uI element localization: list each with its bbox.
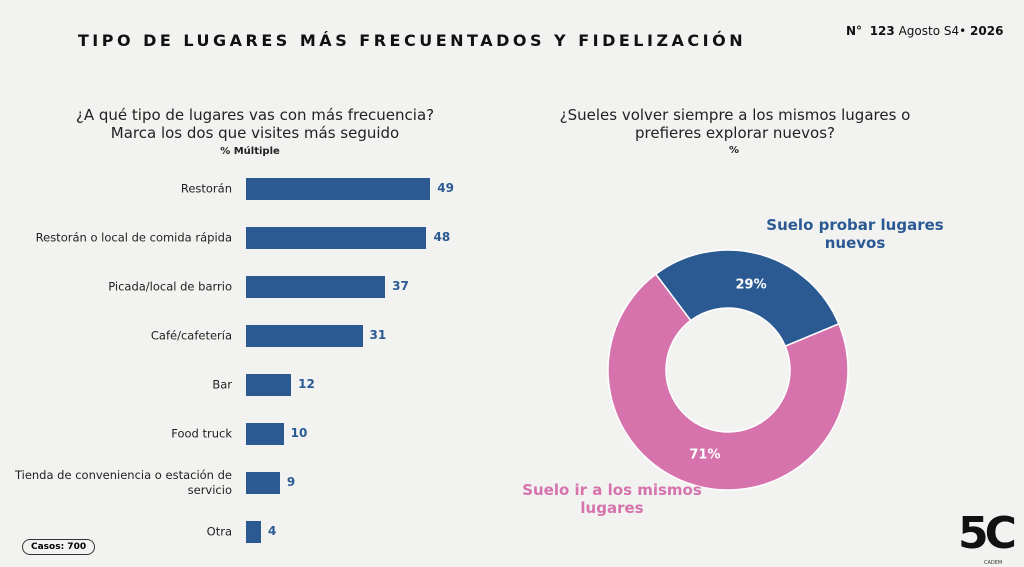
bar xyxy=(246,374,292,396)
category-legend: Suelo probar lugares nuevos xyxy=(766,216,944,252)
bar-question-line: ¿A qué tipo de lugares vas con más frecu… xyxy=(75,106,435,124)
logo-brand: CADEM xyxy=(984,560,1003,566)
page-title: TIPO DE LUGARES MÁS FRECUENTADOS Y FIDEL… xyxy=(77,31,747,50)
issue-year: 2026 xyxy=(970,24,1004,38)
bar-subtitle: % Múltiple xyxy=(220,146,280,157)
issue-tag: N° 123 Agosto S4• 2026 xyxy=(846,24,1003,38)
value-label: 37 xyxy=(392,279,409,293)
category-label: Café/cafetería xyxy=(150,328,232,343)
category-label: Picada/local de barrio xyxy=(108,279,232,294)
value-label: 49 xyxy=(437,181,454,195)
bar xyxy=(246,276,386,298)
issue-period: Agosto S4• xyxy=(898,24,967,38)
bar xyxy=(246,325,363,347)
category-label: Tienda de conveniencia o estación de ser… xyxy=(14,468,232,497)
category-label: Food truck xyxy=(171,426,232,441)
donut-subtitle: % xyxy=(728,145,740,156)
donut-question-line: ¿Sueles volver siempre a los mismos luga… xyxy=(559,106,911,124)
value-label: 9 xyxy=(286,475,296,489)
bar xyxy=(246,178,431,200)
issue-number: 123 xyxy=(869,24,895,38)
value-label: 48 xyxy=(433,230,451,244)
category-label: Bar xyxy=(212,377,232,392)
donut-slice xyxy=(654,249,840,348)
donut-question: ¿Sueles volver siempre a los mismos luga… xyxy=(540,106,930,142)
value-label: 31 xyxy=(369,328,387,342)
category-label: Otra xyxy=(206,524,232,539)
issue-label: N° xyxy=(846,24,863,38)
value-label: 4 xyxy=(268,524,277,538)
category-legend: Suelo ir a los mismos lugares xyxy=(522,481,702,517)
category-label: Restorán xyxy=(180,181,232,196)
cases-badge: Casos: 700 xyxy=(22,539,96,555)
bar xyxy=(246,472,280,494)
bar xyxy=(246,521,262,543)
value-label: 10 xyxy=(290,426,308,440)
value-label: 12 xyxy=(298,377,315,391)
logo: 5C xyxy=(958,508,1017,559)
bar-question: ¿A qué tipo de lugares vas con más frecu… xyxy=(60,106,450,142)
bar xyxy=(246,227,427,249)
slice-label: 29% xyxy=(736,278,767,293)
donut-question-line: prefieres explorar nuevos? xyxy=(635,124,835,142)
category-label: Restorán o local de comida rápida xyxy=(35,230,232,245)
slice-label: 71% xyxy=(689,447,720,462)
bar xyxy=(246,423,284,445)
bar-question-line: Marca los dos que visites más seguido xyxy=(110,124,400,142)
donut-slice xyxy=(607,273,849,491)
